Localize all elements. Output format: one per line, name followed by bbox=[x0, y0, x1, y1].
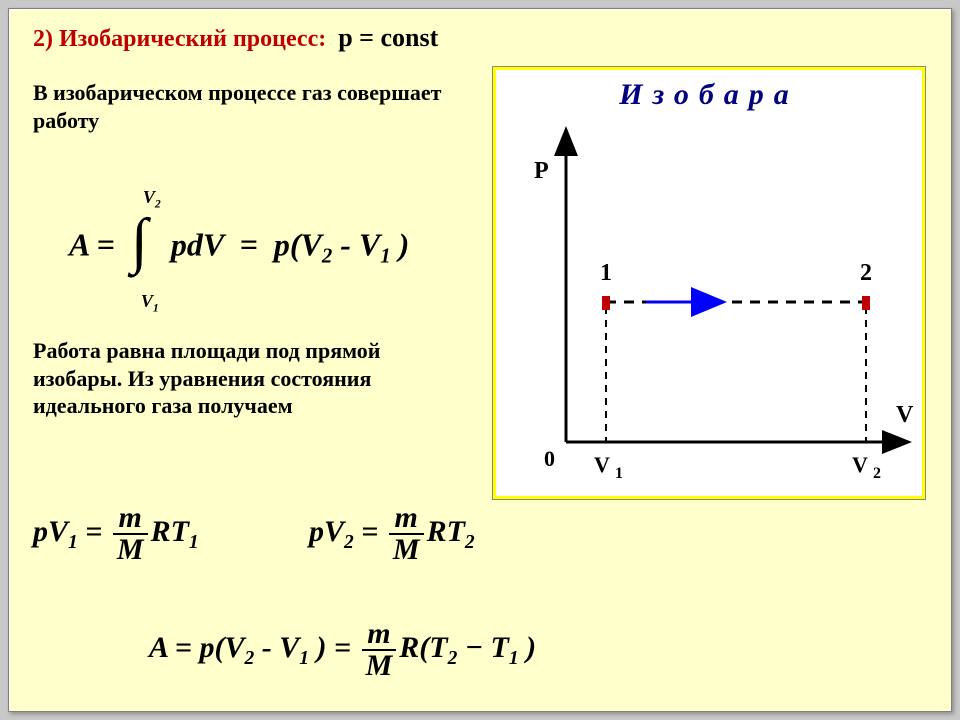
eq2a-sub: 1 bbox=[68, 532, 78, 553]
eq2a-frac: mM bbox=[113, 503, 148, 565]
title-colon: : bbox=[318, 26, 326, 52]
point-2-marker bbox=[862, 296, 870, 310]
origin-label: 0 bbox=[544, 446, 555, 471]
eq2b-pV: pV bbox=[309, 515, 344, 548]
eq3-pV: p(V bbox=[199, 631, 244, 664]
eq3-close: ) = bbox=[309, 631, 359, 664]
title-formula: p = const bbox=[338, 23, 438, 52]
eq3-frac: mM bbox=[362, 619, 397, 681]
eq3-RT: R(T bbox=[399, 631, 447, 664]
eq1-integrand: pdV bbox=[171, 226, 224, 262]
chart-svg: P V 0 1 2 V 1 V 2 bbox=[496, 112, 922, 492]
v2-label: V 2 bbox=[852, 452, 881, 482]
eq1-rhs-close: ) bbox=[391, 226, 410, 262]
eq3-t2: 2 bbox=[448, 648, 458, 669]
eq1-lower: V bbox=[141, 291, 153, 311]
eq2a-m: m bbox=[113, 503, 148, 535]
eq2a-eq: = bbox=[78, 515, 110, 548]
eq2b-sub2: 2 bbox=[465, 532, 475, 553]
eq1-rhs-sub1: 1 bbox=[380, 245, 390, 268]
eq2a-RT: RT bbox=[151, 515, 189, 548]
eq3-s2: 2 bbox=[244, 648, 254, 669]
eq1-rhs-sub2: 2 bbox=[322, 245, 332, 268]
eq3-A: A bbox=[149, 631, 167, 664]
eq1-upper-sub: 2 bbox=[155, 198, 161, 211]
eq1-upper: V bbox=[143, 187, 155, 207]
eq3-minus2: − T bbox=[457, 631, 509, 664]
point-1-label: 1 bbox=[600, 260, 612, 286]
point-2-label: 2 bbox=[860, 260, 872, 286]
title-name: Изобарический процесс bbox=[59, 26, 318, 52]
title-number: 2) bbox=[33, 26, 53, 52]
eq1-rhs-p: p(V bbox=[274, 226, 322, 262]
eq1-lower-sub: 1 bbox=[153, 302, 159, 315]
equation-work-integral: A = V2 ∫ V1 pdV = p(V2 - V1 ) bbox=[69, 203, 409, 293]
eq3-m: m bbox=[362, 619, 397, 651]
axis-v-label: V bbox=[896, 402, 914, 428]
eq2b-sub: 2 bbox=[344, 532, 354, 553]
eq1-A: A bbox=[69, 226, 89, 262]
slide: 2) Изобарический процесс: p = const В из… bbox=[8, 8, 952, 712]
eq2a-pV: pV bbox=[33, 515, 68, 548]
axis-p-label: P bbox=[534, 158, 549, 184]
title-line: 2) Изобарический процесс: p = const bbox=[33, 23, 927, 53]
equation-work-result: A = p(V2 - V1 ) = mMR(T2 − T1 ) bbox=[149, 619, 536, 681]
eq2a-sub2: 1 bbox=[189, 532, 199, 553]
eq3-t1: 1 bbox=[509, 648, 519, 669]
eq2b-RT: RT bbox=[427, 515, 465, 548]
eq3-eq: = bbox=[167, 631, 199, 664]
eq2a-M: M bbox=[113, 535, 148, 565]
eq1-rhs-minus: - V bbox=[332, 226, 380, 262]
eq2b-eq: = bbox=[354, 515, 386, 548]
eq3-M: M bbox=[362, 651, 397, 681]
v1-label: V 1 bbox=[594, 452, 623, 482]
pv-chart: Изобара P V 0 bbox=[493, 67, 925, 499]
integral-icon: ∫ bbox=[131, 223, 148, 260]
text-1: В изобарическом процессе газ совершает р… bbox=[33, 79, 473, 134]
eq1-eq2: = bbox=[240, 226, 258, 262]
text-2: Работа равна площади под прямой изобары.… bbox=[33, 337, 473, 420]
chart-title: Изобара bbox=[496, 78, 922, 112]
equation-pv2: pV2 = mMRT2 bbox=[309, 503, 475, 565]
eq2b-frac: mM bbox=[389, 503, 424, 565]
eq2b-M: M bbox=[389, 535, 424, 565]
point-1-marker bbox=[602, 296, 610, 310]
eq3-minus: - V bbox=[254, 631, 299, 664]
eq1-eq: = bbox=[97, 226, 115, 262]
equation-pv1: pV1 = mMRT1 bbox=[33, 503, 199, 565]
eq2b-m: m bbox=[389, 503, 424, 535]
eq3-close2: ) bbox=[519, 631, 537, 664]
eq3-s1: 1 bbox=[299, 648, 309, 669]
